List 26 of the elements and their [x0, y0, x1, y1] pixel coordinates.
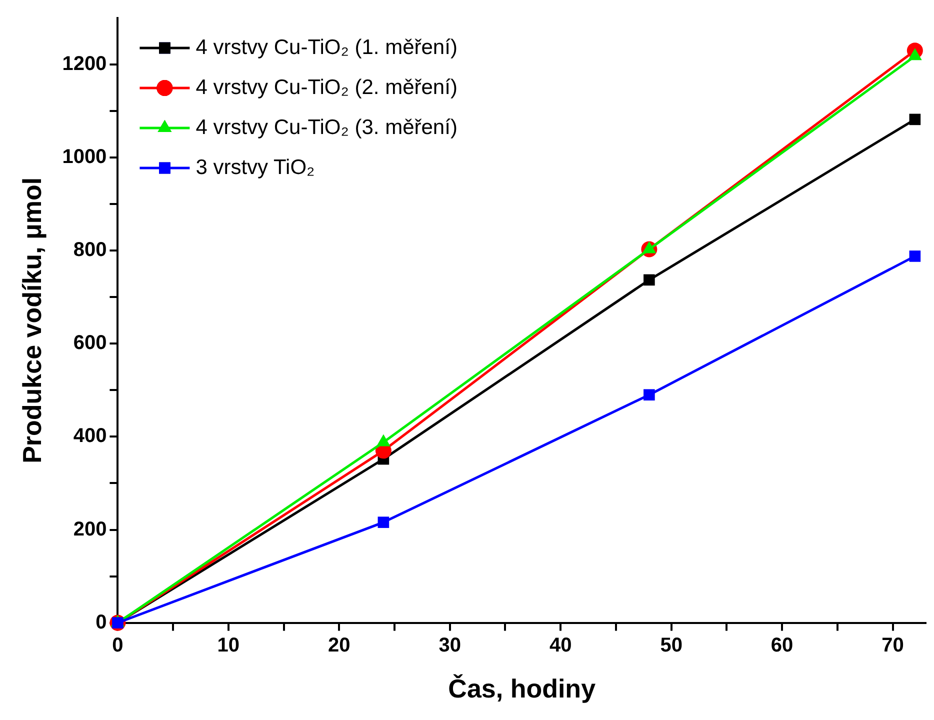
legend-label: 3 vrstvy TiO₂	[196, 156, 315, 179]
x-tick-label: 60	[770, 634, 794, 656]
y-tick-label: 800	[73, 239, 107, 262]
point	[909, 250, 921, 262]
legend-label: 4 vrstvy Cu-TiO₂ (2. měření)	[196, 76, 458, 99]
x-tick-label: 0	[112, 634, 124, 656]
y-tick-label: 600	[73, 332, 107, 354]
point	[378, 516, 390, 528]
y-tick-label: 1200	[62, 53, 107, 76]
x-tick-label: 30	[438, 634, 461, 656]
y-axis-title: Produkce vodíku, μmol	[16, 177, 47, 464]
x-tick-label: 40	[549, 634, 572, 656]
y-tick-label: 400	[73, 425, 107, 448]
point	[644, 274, 655, 286]
legend-label: 4 vrstvy Cu-TiO₂ (1. měření)	[196, 36, 458, 59]
y-tick-label: 0	[96, 611, 107, 634]
x-tick-label: 10	[217, 634, 240, 656]
x-axis-title: Čas, hodiny	[448, 674, 596, 704]
x-tick-label: 70	[882, 634, 904, 656]
y-tick-label: 1000	[62, 146, 107, 168]
point	[644, 389, 655, 400]
legend-label: 4 vrstvy Cu-TiO₂ (3. měření)	[196, 116, 458, 139]
x-tick-label: 20	[328, 634, 350, 656]
point	[909, 114, 921, 126]
y-tick-label: 200	[73, 518, 107, 540]
x-tick-label: 50	[660, 634, 682, 656]
